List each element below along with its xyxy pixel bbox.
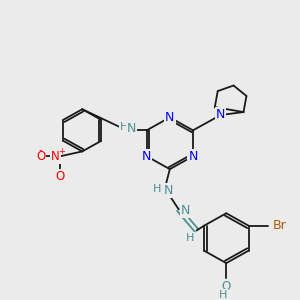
Text: N: N xyxy=(216,109,225,122)
Text: N: N xyxy=(127,122,136,135)
Text: O: O xyxy=(36,150,45,163)
Text: N: N xyxy=(188,150,198,163)
Text: N: N xyxy=(142,150,151,163)
Text: O: O xyxy=(222,280,231,292)
Text: N: N xyxy=(165,111,175,124)
Text: Br: Br xyxy=(272,219,286,232)
Text: -: - xyxy=(39,146,42,155)
Text: H: H xyxy=(120,122,128,133)
Text: O: O xyxy=(56,170,65,183)
Text: N: N xyxy=(51,150,60,163)
Text: N: N xyxy=(181,204,190,217)
Text: +: + xyxy=(58,147,65,156)
Text: H: H xyxy=(153,184,161,194)
Text: N: N xyxy=(164,184,173,197)
Text: H: H xyxy=(185,233,194,243)
Text: H: H xyxy=(219,290,227,300)
